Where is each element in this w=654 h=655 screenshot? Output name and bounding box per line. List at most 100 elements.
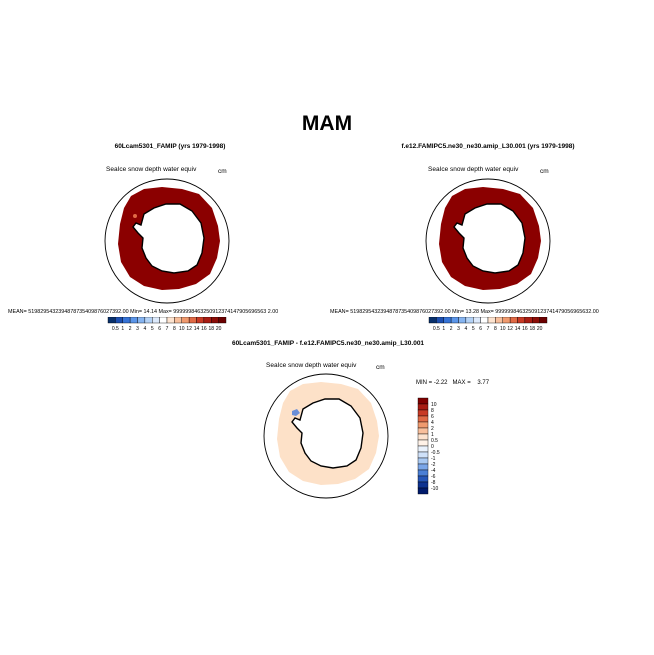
diff-colorbar-tick-label: 8	[431, 408, 434, 414]
right-colorbar-tick-label: 14	[515, 326, 521, 332]
left-units-label: cm	[218, 168, 227, 175]
diff-colorbar-tick-label: 4	[431, 420, 434, 426]
right-colorbar-tick-label: 2	[450, 326, 453, 332]
diff-colorbar-swatch	[417, 439, 429, 447]
diff-colorbar-tick-label: 2	[431, 426, 434, 432]
left-colorbar-swatch	[166, 317, 175, 324]
left-colorbar-tick-label: 14	[194, 326, 200, 332]
diff-colorbar-tick-label: 0.5	[431, 438, 438, 444]
right-colorbar-swatch	[509, 317, 518, 324]
right-colorbar-swatch	[539, 317, 548, 324]
diff-colorbar-swatch	[417, 475, 429, 483]
right-polar-map	[425, 178, 551, 304]
right-colorbar-swatch	[436, 317, 444, 324]
diff-min-value: -2.22	[433, 380, 448, 386]
right-colorbar-swatch	[443, 317, 452, 324]
diff-colorbar-swatch	[417, 457, 429, 465]
left-colorbar-tick-label: 4	[143, 326, 146, 332]
left-colorbar-swatch	[196, 317, 205, 324]
right-colorbar-tick-label: 1	[442, 326, 445, 332]
right-colorbar-tick-label: 20	[537, 326, 543, 332]
right-colorbar-swatch	[532, 317, 540, 324]
diff-colorbar-swatch	[417, 451, 429, 459]
right-antarctica	[453, 203, 526, 274]
diff-colorbar-swatch	[417, 481, 429, 489]
right-colorbar-tick-label: 7	[487, 326, 490, 332]
left-colorbar-tick-label: 8	[173, 326, 176, 332]
diff-colorbar-tick-label: -4	[431, 468, 436, 474]
diff-colorbar-swatch	[417, 409, 429, 417]
right-colorbar-swatch	[480, 317, 489, 324]
diff-colorbar-swatch	[417, 433, 429, 441]
left-colorbar-swatch	[115, 317, 123, 324]
right-colorbar-swatch	[465, 317, 474, 324]
right-colorbar-swatch	[458, 317, 467, 324]
diff-colorbar-tick-label: 6	[431, 414, 434, 420]
right-colorbar-swatch	[428, 317, 437, 324]
left-colorbar-tick-label: 3	[136, 326, 139, 332]
right-variable-label: SeaIce snow depth water equiv	[428, 166, 519, 173]
left-colorbar-swatch	[159, 317, 168, 324]
diff-colorbar-swatch	[417, 421, 429, 429]
right-colorbar-tick-label: 3	[457, 326, 460, 332]
left-colorbar: 0.5 1 2 3 4 5 6 7 8 10 12 14 16 18 20	[107, 317, 227, 332]
diff-colorbar-tick-label: -2	[431, 462, 436, 468]
left-colorbar-tick-label: 10	[179, 326, 185, 332]
right-colorbar-tick-label: 12	[507, 326, 513, 332]
left-colorbar-tick-label: 7	[166, 326, 169, 332]
left-colorbar-swatch	[211, 317, 219, 324]
diff-colorbar-tick-label: 10	[431, 402, 437, 408]
left-colorbar-tick-label: 16	[201, 326, 207, 332]
right-colorbar-tick-label: 0.5	[433, 326, 440, 332]
right-colorbar-tick-label: 8	[494, 326, 497, 332]
right-colorbar-swatch	[487, 317, 496, 324]
left-colorbar-tick-label: 20	[216, 326, 222, 332]
left-colorbar-tick-label: 2	[129, 326, 132, 332]
right-colorbar-swatch	[473, 317, 481, 324]
right-units-label: cm	[540, 168, 549, 175]
left-colorbar-swatch	[137, 317, 146, 324]
right-colorbar-tick-label: 10	[500, 326, 506, 332]
diff-panel-title: 60Lcam5301_FAMIP - f.e12.FAMIPC5.ne30_ne…	[231, 340, 425, 347]
right-colorbar-swatch	[524, 317, 533, 324]
right-colorbar-tick-label: 5	[472, 326, 475, 332]
diff-max-value: 3.77	[477, 380, 490, 386]
diff-antarctica	[291, 398, 364, 469]
diff-colorbar-tick-label: -0.5	[431, 450, 440, 456]
right-colorbar-swatch	[495, 317, 503, 324]
diff-colorbar-tick-label: -8	[431, 480, 436, 486]
right-colorbar-tick-label: 18	[529, 326, 535, 332]
left-colorbar-tick-label: 12	[186, 326, 192, 332]
diff-colorbar-swatch	[417, 445, 429, 453]
right-colorbar-swatch	[502, 317, 511, 324]
diff-min-max: MIN = -2.22 MAX = 3.77	[416, 380, 489, 386]
left-antarctica	[132, 203, 205, 274]
diff-colorbar-swatch	[417, 415, 429, 423]
right-colorbar-swatch	[450, 317, 459, 324]
diff-colorbar-swatch	[417, 397, 429, 405]
left-colorbar-swatch	[188, 317, 197, 324]
right-stats-line: MEAN= 5198295432394878735409876027392.00…	[330, 309, 599, 315]
diff-colorbar-swatch	[417, 427, 429, 435]
diff-colorbar-tick-label: 1	[431, 432, 434, 438]
left-colorbar-tick-label: 1	[121, 326, 124, 332]
diff-colorbar-tick-label: -1	[431, 456, 436, 462]
diff-colorbar-swatch	[417, 487, 429, 495]
left-colorbar-swatch	[218, 317, 227, 324]
left-colorbar-swatch	[174, 317, 182, 324]
left-colorbar-swatch	[144, 317, 153, 324]
right-panel-title: f.e12.FAMIPC5.ne30_ne30.amip_L30.001 (yr…	[401, 143, 575, 150]
right-colorbar: 0.5 1 2 3 4 5 6 7 8 10 12 14 16 18 20	[428, 317, 548, 332]
left-polar-map	[104, 178, 230, 304]
left-colorbar-tick-label: 0.5	[112, 326, 119, 332]
diff-variable-label: SeaIce snow depth water equiv	[266, 362, 357, 369]
diff-colorbar-tick-label: 0	[431, 444, 434, 450]
left-colorbar-swatch	[181, 317, 190, 324]
left-colorbar-swatch	[203, 317, 212, 324]
left-stats-line: MEAN= 5198295432394878735409876027392.00…	[8, 309, 279, 315]
diff-units-label: cm	[376, 364, 385, 371]
right-colorbar-tick-label: 16	[522, 326, 528, 332]
diff-colorbar-tick-label: -6	[431, 474, 436, 480]
diff-colorbar-tick-label: -10	[431, 486, 438, 492]
